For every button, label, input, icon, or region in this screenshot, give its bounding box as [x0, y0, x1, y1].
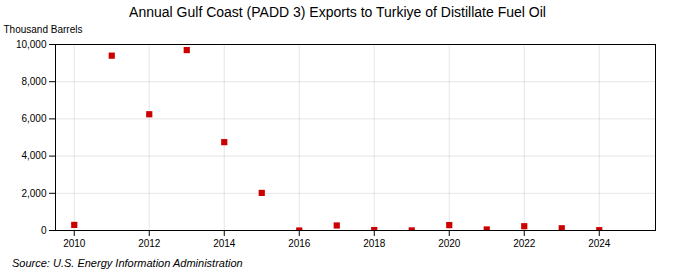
- svg-text:2012: 2012: [138, 238, 161, 249]
- svg-text:2016: 2016: [288, 238, 311, 249]
- svg-text:10,000: 10,000: [16, 39, 47, 50]
- html-text:Source: U.S. Energy Informatio: Source: U.S. Energy Information Administ…: [12, 257, 243, 269]
- html-text:Annual Gulf Coast (PADD 3) Exp: Annual Gulf Coast (PADD 3) Exports to Tu…: [129, 4, 546, 20]
- svg-text:Thousand Barrels: Thousand Barrels: [4, 24, 83, 35]
- svg-text:2024: 2024: [588, 238, 611, 249]
- svg-text:2020: 2020: [438, 238, 461, 249]
- svg-text:0: 0: [41, 225, 47, 236]
- svg-text:6,000: 6,000: [21, 113, 46, 124]
- svg-text:2010: 2010: [63, 238, 86, 249]
- svg-text:8,000: 8,000: [21, 76, 46, 87]
- svg-text:2022: 2022: [513, 238, 536, 249]
- svg-text:2,000: 2,000: [21, 188, 46, 199]
- svg-text:2018: 2018: [363, 238, 386, 249]
- svg-text:4,000: 4,000: [21, 150, 46, 161]
- svg-text:2014: 2014: [213, 238, 236, 249]
